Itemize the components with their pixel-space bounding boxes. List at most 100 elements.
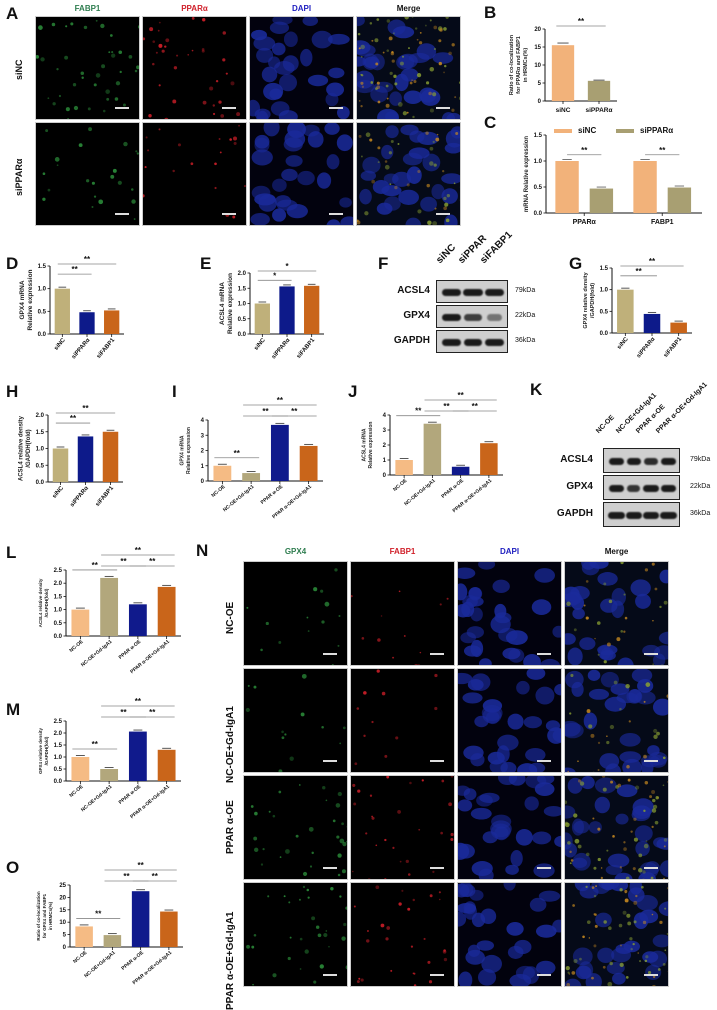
y-tick-label: 1.0 [38,287,47,293]
y-tick-label: 1.0 [600,288,609,294]
panel-label-o: O [6,858,20,877]
bar [104,310,120,334]
y-tick-label: 0.5 [534,185,543,191]
bar [633,161,657,213]
blot-strip-gpx4 [436,305,508,328]
y-tick-label: 2.0 [54,731,63,737]
blot-strip-acsl4 [436,280,508,303]
significance-marker: ** [443,402,450,411]
bar-chart-l: 0.0 0.5 1.0 1.5 2.0 2.5 ACSL4 relative density… [38,546,181,675]
protein-band [442,289,462,296]
significance-marker: ** [95,909,102,918]
significance-marker: ** [581,146,588,155]
scale-bar [537,867,551,869]
n-if-image [350,775,455,880]
y-tick-label: 2 [201,449,205,455]
molecular-weight-label: 79kDa [515,286,536,294]
bar-chart-j: 0 1 2 3 4 ACSL4 mRNA Relative expression NC-OEN… [362,391,503,514]
bar [157,749,176,781]
protein-band [608,512,625,519]
blot-strip-gapdh [436,330,508,353]
if-image-siPPARα-DAPI [249,122,354,226]
column-header-dapi: DAPI [291,4,312,13]
y-axis-label: Ratio of co-localization [509,34,515,95]
protein-band [463,289,483,296]
significance-marker: ** [120,557,127,566]
scale-bar [436,107,450,109]
n-row-header: PPAR α-OE+Gd-IgA1 [225,911,236,1010]
bar [299,445,318,481]
n-row-header: PPAR α-OE [225,799,236,854]
x-tick-label: siNC [52,485,66,500]
y-axis-label: /GAPDH(fold) [44,736,49,765]
y-tick-label: 20 [59,895,66,901]
significance-marker: ** [458,391,465,400]
scale-bar [115,213,129,215]
panel-label-d: D [6,254,19,273]
y-tick-label: 3 [201,433,205,439]
y-tick-label: 15 [59,908,66,914]
y-axis-label: GPX4 mRNA [180,435,186,465]
x-tick-label: siNC [253,337,267,352]
y-tick-label: 1 [201,464,205,470]
bar [587,80,611,101]
n-if-image [564,668,669,773]
bar-chart-i: 0 1 2 3 4 GPX4 mRNA Relative expression NC-OENC… [180,396,323,520]
protein-band [661,485,676,492]
x-tick-label: PPAR α-OE [118,639,143,661]
y-axis-label: Relative expression [227,273,234,334]
significance-marker: ** [70,414,77,423]
x-tick-label: PPAR α-OE [118,784,143,806]
protein-band [643,485,659,492]
y-tick-label: 1.0 [534,159,543,165]
significance-marker: ** [135,697,142,706]
protein-band [609,485,624,492]
x-tick-label: NC-OE [392,478,409,493]
if-image-siNC-Merge [356,16,461,120]
significance-marker: ** [291,407,298,416]
y-axis-label: /GAPDH(fold) [26,429,32,467]
n-if-image [457,775,562,880]
bar-chart-c: 0.0 0.5 1.0 1.5 mRNA Relative expression PPAR… [524,126,702,226]
scale-bar [323,760,337,762]
if-image-siPPARα-Merge [356,122,461,226]
significance-marker: ** [120,708,127,717]
n-if-image [350,668,455,773]
significance-marker: ** [152,872,159,881]
bar [279,286,295,334]
molecular-weight-label: 36kDa [690,509,711,517]
x-tick-label: siFABP1 [663,336,684,359]
y-tick-label: 2.0 [36,413,45,419]
significance-marker: ** [277,396,284,405]
y-tick-label: 1.0 [54,608,63,614]
y-tick-label: 10 [59,920,66,926]
molecular-weight-label: 22kDa [515,311,536,319]
protein-band [661,458,676,465]
bar [423,423,442,475]
if-image-siNC-PPARα [142,16,247,120]
panel-label-f: F [378,254,389,273]
x-tick-label: PPARα [573,219,597,226]
protein-band [627,485,641,492]
y-tick-label: 4 [201,418,205,424]
n-if-image [457,668,562,773]
significance-marker: ** [262,407,269,416]
y-tick-label: 0.0 [54,634,63,640]
bar [480,443,498,475]
panel-label-j: J [348,382,358,401]
molecular-weight-label: 79kDa [690,455,711,463]
significance-marker: * [285,262,289,271]
bar-chart-d: 0.0 0.5 1.0 1.5 GPX4 mRNA Relative expression… [19,255,124,360]
x-tick-label: siNC [53,337,67,352]
y-axis-label: GPX4 mRNA [19,280,26,319]
n-if-image [350,561,455,666]
bar [157,586,176,636]
protein-band [463,339,483,346]
bar [451,466,470,475]
bar [100,769,119,781]
bar [128,604,147,636]
protein-band [642,512,660,519]
x-tick-label: siPPARα [636,336,657,359]
significance-marker: ** [636,267,643,276]
protein-label-gpx4: GPX4 [403,309,430,321]
